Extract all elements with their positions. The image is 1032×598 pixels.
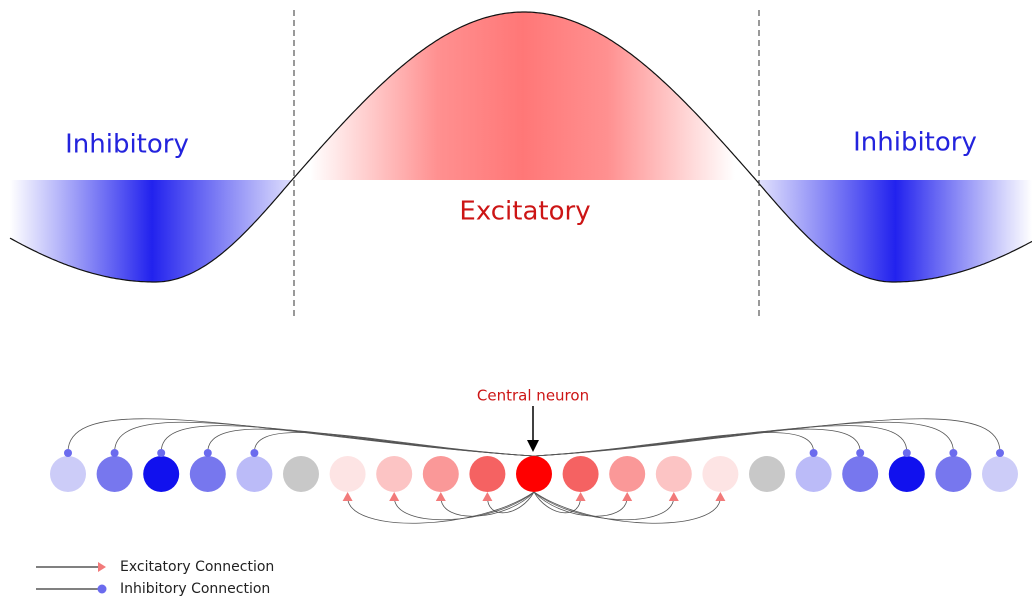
inhibitory-connection	[533, 418, 1001, 457]
legend-label: Excitatory Connection	[120, 559, 274, 575]
region-label: Inhibitory	[65, 130, 189, 160]
fills	[9, 11, 1032, 283]
neuron	[329, 456, 366, 492]
excitatory-connection	[487, 491, 535, 514]
neuron	[516, 456, 552, 492]
inhibitory-synapse	[64, 449, 72, 457]
excitatory-fill	[310, 12, 736, 180]
neuron	[376, 456, 413, 492]
neuron	[283, 456, 319, 492]
inhibitory-synapse	[110, 449, 119, 457]
excitatory-synapse	[622, 492, 633, 501]
neuron	[888, 456, 925, 492]
neuron	[469, 456, 506, 492]
neuron	[422, 456, 459, 492]
excitatory-synapse	[715, 492, 726, 501]
neuron	[749, 456, 785, 492]
inhibitory-synapse	[949, 449, 958, 457]
neuron	[562, 456, 599, 492]
neuron	[982, 456, 1018, 492]
excitatory-connection	[393, 491, 535, 521]
network	[50, 418, 1018, 524]
inhibitory-synapse	[856, 449, 865, 457]
curve	[9, 11, 1032, 283]
region-label: Inhibitory	[853, 128, 977, 158]
neuron	[143, 456, 180, 492]
neuron	[50, 456, 86, 492]
excitatory-connection	[533, 491, 675, 521]
excitatory-connection	[440, 491, 535, 517]
excitatory-synapse	[575, 492, 586, 501]
excitatory-connection	[533, 491, 581, 514]
inhibitory-synapse	[157, 449, 166, 457]
neuron	[189, 456, 226, 492]
inhibitory-connection	[254, 432, 535, 457]
inhibitory-fill	[758, 180, 1032, 282]
excitatory-synapse	[435, 492, 446, 501]
neuron	[795, 456, 832, 492]
arrow-head	[527, 440, 539, 452]
excitatory-connection	[347, 491, 535, 524]
neuron	[702, 456, 739, 492]
inhibitory-synapse	[809, 449, 818, 457]
neuron	[655, 456, 692, 492]
neuron	[935, 456, 972, 492]
region-label: Excitatory	[459, 197, 590, 227]
inhibitory-fill	[10, 180, 292, 282]
excitatory-synapse	[389, 492, 400, 501]
inhibitory-synapse	[203, 449, 212, 457]
legend-dot	[97, 584, 107, 594]
inhibitory-synapse	[902, 449, 911, 457]
neuron	[236, 456, 273, 492]
neuron	[96, 456, 133, 492]
inhibitory-synapse	[250, 449, 259, 457]
legend-triangle	[98, 562, 106, 572]
excitatory-synapse	[342, 492, 353, 501]
legend-label: Inhibitory Connection	[120, 581, 270, 597]
central-label: Central neuron	[477, 387, 589, 405]
neuron	[609, 456, 646, 492]
excitatory-synapse	[668, 492, 679, 501]
inhibitory-synapse	[996, 449, 1004, 457]
excitatory-synapse	[482, 492, 493, 501]
excitatory-connection	[533, 491, 721, 524]
neuron	[842, 456, 879, 492]
